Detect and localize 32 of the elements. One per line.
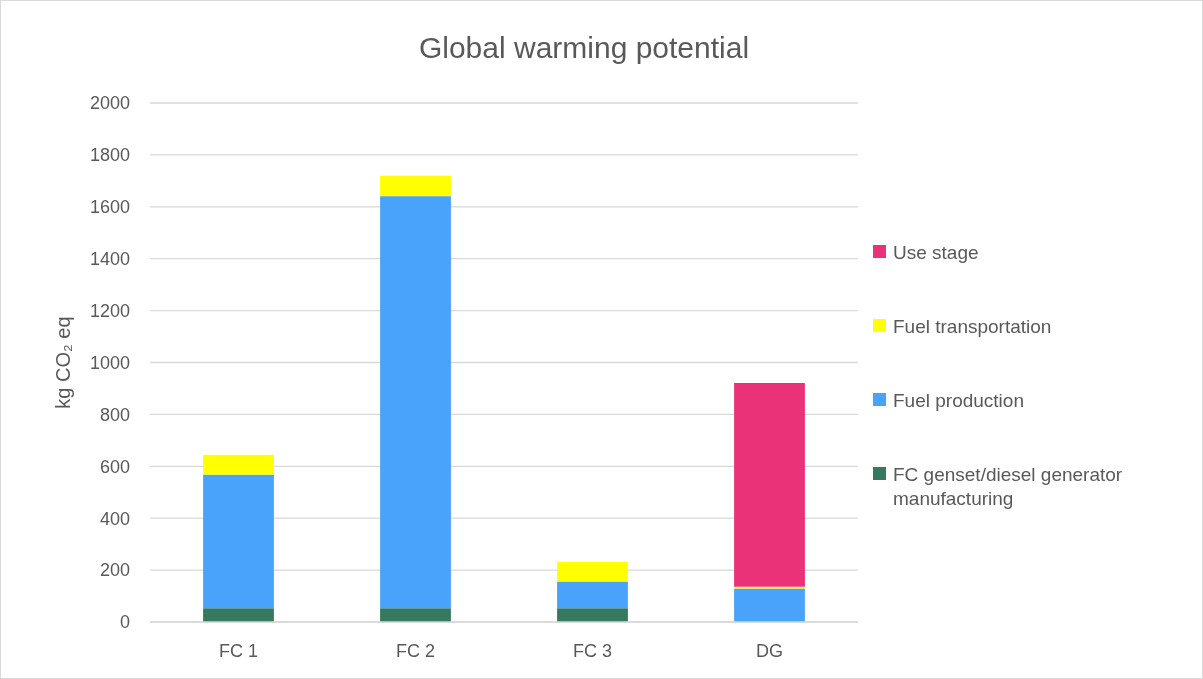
y-tick-label: 0	[119, 612, 130, 633]
bar	[203, 474, 274, 609]
y-tick-label: 400	[99, 508, 130, 529]
y-tick-label: 1000	[89, 352, 130, 373]
y-tick-label: 1800	[89, 145, 130, 166]
y-tick-label: 1400	[89, 249, 130, 269]
bar	[734, 383, 805, 587]
chart-title: Global warming potential	[418, 31, 750, 64]
bar	[380, 608, 451, 622]
y-tick-label: 200	[99, 560, 130, 581]
bar	[557, 608, 628, 622]
bar	[557, 561, 628, 582]
y-tick-label: 1600	[89, 197, 130, 218]
legend-label: Fuel production	[893, 389, 1024, 411]
x-tick-label: FC 3	[572, 641, 613, 661]
bar	[734, 588, 805, 622]
bar	[380, 175, 451, 197]
bar	[380, 196, 451, 609]
bar	[203, 608, 274, 622]
y-tick-label: 1200	[89, 300, 130, 321]
y-tick-label: 2000	[89, 93, 130, 114]
legend-label: Use stage	[893, 241, 979, 263]
y-axis-title: kg CO₂ eq	[52, 316, 74, 409]
legend-label: Fuel transportation	[893, 315, 1052, 337]
y-tick-label: 600	[99, 456, 130, 477]
x-tick-label: FC 2	[395, 641, 436, 661]
y-tick-label: 800	[99, 404, 130, 425]
bar	[203, 454, 274, 475]
x-tick-label: FC 1	[218, 641, 259, 661]
x-tick-label: DG	[756, 641, 783, 661]
bar	[557, 581, 628, 609]
legend-label: FC genset/diesel generator manufacturing	[893, 463, 1123, 510]
